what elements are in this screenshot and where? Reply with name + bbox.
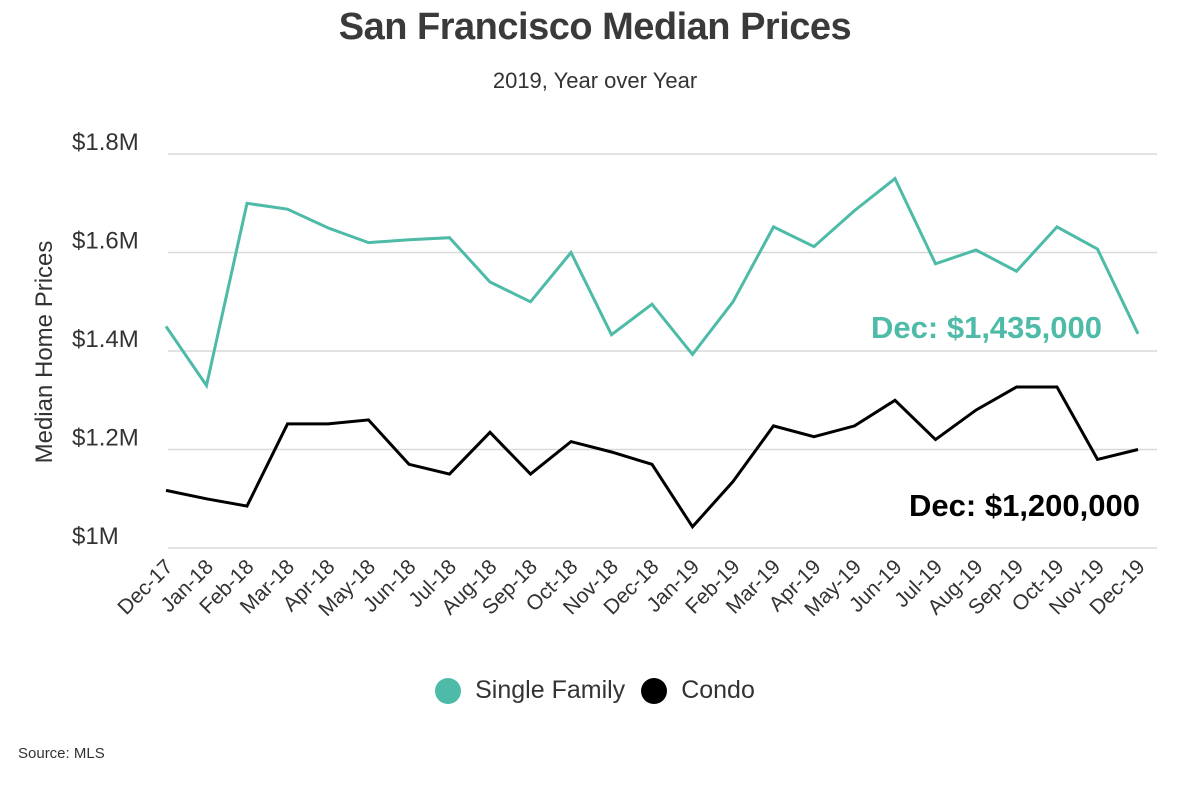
legend-label-condo: Condo — [681, 676, 755, 704]
series-line-condo — [165, 385, 1139, 530]
chart-title: San Francisco Median Prices — [338, 6, 852, 48]
grid-lines — [168, 153, 1157, 549]
x-axis-ticks: Dec-17Jan-18Feb-18Mar-18Apr-18May-18Jun-… — [113, 555, 1149, 621]
y-tick-label: $1M — [72, 523, 119, 550]
y-tick-label: $1.6M — [72, 228, 139, 255]
y-tick-label: $1.8M — [72, 129, 139, 156]
annotations: Dec: $1,435,000 Dec: $1,200,000 — [871, 310, 1140, 523]
annotation-single-family: Dec: $1,435,000 — [871, 310, 1102, 345]
source-note: Source: MLS — [18, 745, 105, 762]
legend-item-single-family[interactable]: Single Family — [435, 676, 625, 705]
y-tick-label: $1.4M — [72, 326, 139, 353]
series-lines — [164, 176, 1140, 530]
legend-label-single-family: Single Family — [475, 676, 626, 704]
annotation-condo: Dec: $1,200,000 — [909, 488, 1140, 523]
y-axis-label: Median Home Prices — [31, 241, 58, 464]
series-line-single-family — [164, 176, 1140, 390]
y-axis-ticks: $1M $1.2M $1.4M $1.6M $1.8M — [72, 129, 139, 550]
legend: Single Family Condo — [0, 676, 1190, 705]
legend-swatch-condo — [641, 677, 668, 704]
chart-subtitle: 2019, Year over Year — [492, 68, 698, 93]
y-tick-label: $1.2M — [72, 425, 139, 452]
legend-swatch-single-family — [435, 677, 462, 704]
legend-item-condo[interactable]: Condo — [641, 676, 755, 705]
